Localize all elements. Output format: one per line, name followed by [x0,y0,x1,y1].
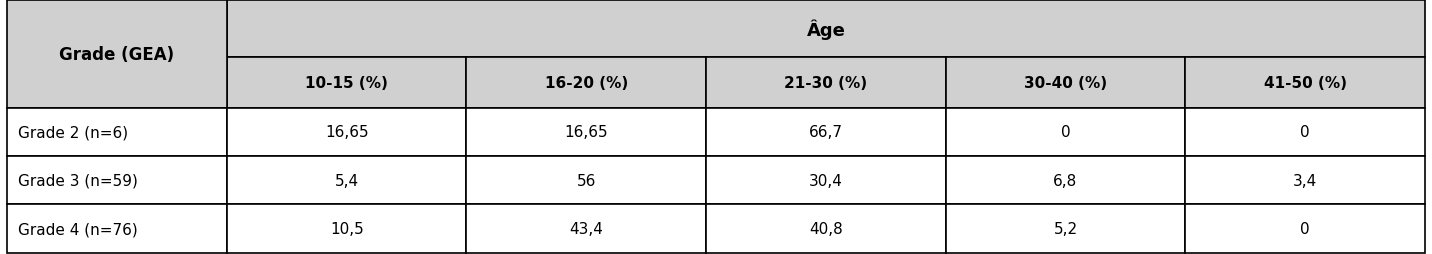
Bar [1186,204,1425,253]
Text: 30-40 (%): 30-40 (%) [1024,75,1107,90]
Bar [7,108,226,156]
Bar [706,58,945,108]
Bar [706,108,945,156]
Bar [467,108,706,156]
Text: 56: 56 [577,173,596,188]
Text: Grade 4 (n=76): Grade 4 (n=76) [19,221,137,236]
Text: 0: 0 [1300,221,1310,236]
Bar [226,1,1425,58]
Bar [945,108,1186,156]
Bar [226,58,467,108]
Bar [226,204,467,253]
Text: 5,4: 5,4 [335,173,359,188]
Text: 16,65: 16,65 [564,125,609,140]
Text: 40,8: 40,8 [809,221,843,236]
Bar [7,156,226,204]
Bar [945,204,1186,253]
Text: 5,2: 5,2 [1054,221,1077,236]
Bar [1186,58,1425,108]
Text: 10-15 (%): 10-15 (%) [305,75,388,90]
Text: 66,7: 66,7 [809,125,843,140]
Text: 6,8: 6,8 [1054,173,1078,188]
Bar [226,156,467,204]
Text: 16,65: 16,65 [325,125,368,140]
Bar [1186,156,1425,204]
Text: 16-20 (%): 16-20 (%) [544,75,627,90]
Text: 41-50 (%): 41-50 (%) [1263,75,1346,90]
Text: Grade 2 (n=6): Grade 2 (n=6) [19,125,129,140]
Text: 21-30 (%): 21-30 (%) [785,75,868,90]
Text: 10,5: 10,5 [329,221,364,236]
Bar [7,1,226,108]
Bar [226,108,467,156]
Bar [467,58,706,108]
Bar [945,156,1186,204]
Bar [706,204,945,253]
Bar [467,204,706,253]
Text: 3,4: 3,4 [1293,173,1317,188]
Bar [1186,108,1425,156]
Text: 30,4: 30,4 [809,173,843,188]
Text: Grade 3 (n=59): Grade 3 (n=59) [19,173,137,188]
Text: 0: 0 [1300,125,1310,140]
Bar [706,156,945,204]
Bar [7,204,226,253]
Bar [467,156,706,204]
Bar [945,58,1186,108]
Text: Grade (GEA): Grade (GEA) [60,46,175,64]
Text: 0: 0 [1061,125,1070,140]
Text: 43,4: 43,4 [570,221,603,236]
Text: Âge: Âge [806,19,845,40]
